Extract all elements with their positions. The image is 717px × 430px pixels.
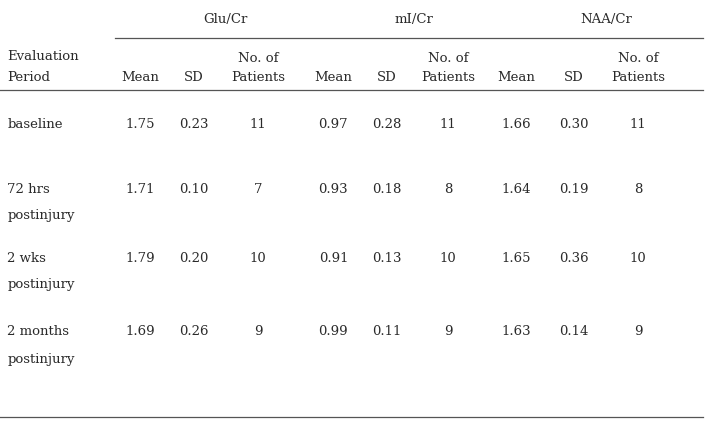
- Text: 8: 8: [444, 183, 452, 196]
- Text: 0.26: 0.26: [179, 325, 209, 338]
- Text: 0.13: 0.13: [372, 252, 402, 264]
- Text: 11: 11: [440, 118, 457, 131]
- Text: 10: 10: [630, 252, 647, 264]
- Text: 0.99: 0.99: [318, 325, 348, 338]
- Text: 0.19: 0.19: [559, 183, 589, 196]
- Text: 1.75: 1.75: [125, 118, 155, 131]
- Text: Evaluation: Evaluation: [7, 49, 79, 62]
- Text: 72 hrs: 72 hrs: [7, 183, 50, 196]
- Text: NAA/Cr: NAA/Cr: [580, 13, 632, 26]
- Text: 0.93: 0.93: [318, 183, 348, 196]
- Text: 0.23: 0.23: [179, 118, 209, 131]
- Text: Mean: Mean: [498, 71, 535, 84]
- Text: 10: 10: [440, 252, 457, 264]
- Text: 1.69: 1.69: [125, 325, 155, 338]
- Text: 2 wks: 2 wks: [7, 252, 46, 264]
- Text: 9: 9: [254, 325, 262, 338]
- Text: 11: 11: [250, 118, 267, 131]
- Text: Glu/Cr: Glu/Cr: [204, 13, 248, 26]
- Text: 1.71: 1.71: [125, 183, 155, 196]
- Text: 0.28: 0.28: [373, 118, 402, 131]
- Text: 11: 11: [630, 118, 647, 131]
- Text: 2 months: 2 months: [7, 325, 69, 338]
- Text: 0.97: 0.97: [318, 118, 348, 131]
- Text: postinjury: postinjury: [7, 277, 75, 290]
- Text: 0.18: 0.18: [373, 183, 402, 196]
- Text: 9: 9: [444, 325, 452, 338]
- Text: Period: Period: [7, 71, 50, 84]
- Text: 7: 7: [254, 183, 262, 196]
- Text: No. of: No. of: [618, 52, 658, 64]
- Text: 0.91: 0.91: [318, 252, 348, 264]
- Text: 1.65: 1.65: [501, 252, 531, 264]
- Text: Patients: Patients: [611, 71, 665, 84]
- Text: 10: 10: [250, 252, 267, 264]
- Text: SD: SD: [377, 71, 397, 84]
- Text: Patients: Patients: [421, 71, 475, 84]
- Text: postinjury: postinjury: [7, 209, 75, 221]
- Text: 1.64: 1.64: [501, 183, 531, 196]
- Text: No. of: No. of: [238, 52, 278, 64]
- Text: 0.30: 0.30: [559, 118, 589, 131]
- Text: 8: 8: [634, 183, 642, 196]
- Text: No. of: No. of: [428, 52, 468, 64]
- Text: postinjury: postinjury: [7, 353, 75, 366]
- Text: 1.63: 1.63: [501, 325, 531, 338]
- Text: Mean: Mean: [315, 71, 352, 84]
- Text: 0.11: 0.11: [373, 325, 402, 338]
- Text: SD: SD: [184, 71, 204, 84]
- Text: SD: SD: [564, 71, 584, 84]
- Text: Patients: Patients: [231, 71, 285, 84]
- Text: baseline: baseline: [7, 118, 62, 131]
- Text: 0.10: 0.10: [179, 183, 208, 196]
- Text: 9: 9: [634, 325, 642, 338]
- Text: mI/Cr: mI/Cr: [394, 13, 434, 26]
- Text: 1.66: 1.66: [501, 118, 531, 131]
- Text: 0.14: 0.14: [559, 325, 588, 338]
- Text: 1.79: 1.79: [125, 252, 155, 264]
- Text: Mean: Mean: [121, 71, 158, 84]
- Text: 0.20: 0.20: [179, 252, 208, 264]
- Text: 0.36: 0.36: [559, 252, 589, 264]
